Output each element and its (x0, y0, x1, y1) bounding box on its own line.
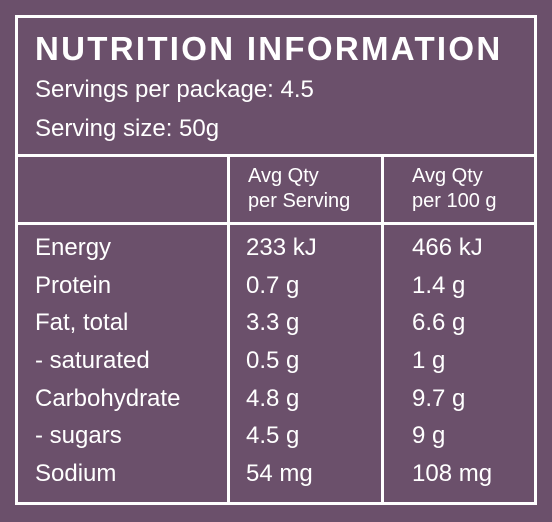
table-row: Sodium 54 mg 108 mg (18, 458, 534, 496)
column-header-line: Avg Qty (248, 165, 319, 187)
column-header-per-100g: Avg Qty per 100 g (412, 164, 497, 214)
nutrient-rows: Energy 233 kJ 466 kJ Protein 0.7 g 1.4 g… (18, 232, 534, 496)
column-header-line: Avg Qty (412, 165, 483, 187)
per-100g-value: 9 g (412, 422, 446, 450)
table-row: - sugars 4.5 g 9 g (18, 420, 534, 458)
per-100g-value: 108 mg (412, 460, 493, 488)
column-divider-serving (227, 157, 230, 502)
column-header-divider (18, 222, 534, 225)
panel-title: NUTRITION INFORMATION (35, 30, 503, 67)
per-serving-value: 0.7 g (246, 271, 300, 299)
per-serving-value: 233 kJ (246, 234, 317, 261)
column-header-line: per 100 g (412, 190, 497, 212)
per-serving-value: 3.3 g (246, 309, 300, 337)
serving-size: Serving size: 50g (35, 115, 220, 142)
table-row: Fat, total 3.3 g 6.6 g (18, 307, 534, 345)
table-row: Protein 0.7 g 1.4 g (18, 270, 534, 308)
panel-header: NUTRITION INFORMATION Servings per packa… (18, 18, 534, 154)
nutrient-name: - sugars (35, 422, 122, 450)
table-row: Carbohydrate 4.8 g 9.7 g (18, 383, 534, 421)
servings-per-package: Servings per package: 4.5 (35, 76, 314, 103)
table-row: Energy 233 kJ 466 kJ (18, 232, 534, 270)
table-row: - saturated 0.5 g 1 g (18, 345, 534, 383)
nutrient-name: Carbohydrate (35, 384, 181, 412)
nutrient-name: Fat, total (35, 309, 129, 337)
per-serving-value: 4.5 g (246, 422, 300, 450)
per-100g-value: 1 g (412, 347, 446, 375)
per-100g-value: 9.7 g (412, 384, 466, 412)
per-100g-value: 1.4 g (412, 271, 466, 299)
column-header-per-serving: Avg Qty per Serving (248, 164, 350, 214)
nutrient-name: - saturated (35, 347, 150, 375)
column-divider-100g (381, 157, 384, 502)
column-header-line: per Serving (248, 190, 351, 212)
nutrient-name: Sodium (35, 460, 117, 488)
per-serving-value: 0.5 g (246, 347, 300, 375)
header-divider (18, 154, 534, 157)
nutrient-name: Protein (35, 271, 112, 299)
nutrition-panel: NUTRITION INFORMATION Servings per packa… (15, 15, 537, 505)
per-100g-value: 6.6 g (412, 309, 466, 337)
nutrient-name: Energy (35, 234, 112, 261)
per-serving-value: 54 mg (246, 460, 313, 488)
per-100g-value: 466 kJ (412, 234, 483, 261)
per-serving-value: 4.8 g (246, 384, 300, 412)
